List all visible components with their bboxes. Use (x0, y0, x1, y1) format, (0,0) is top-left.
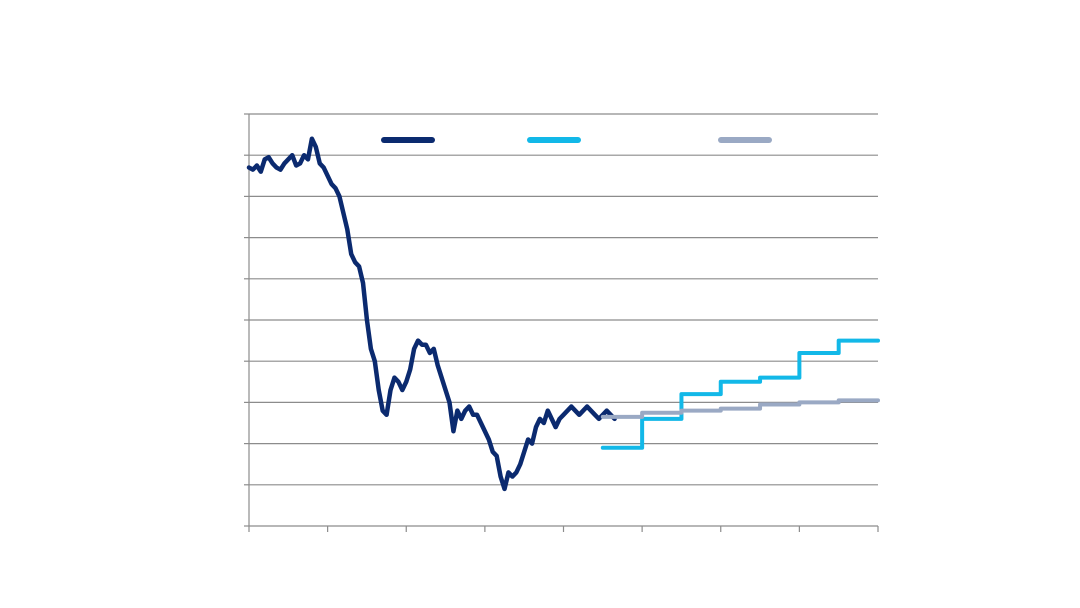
series-line-forecast-low (600, 398, 880, 419)
axes (244, 113, 879, 532)
series-line-forecast-high (600, 338, 880, 450)
series-lines (246, 136, 880, 492)
gridlines (249, 113, 878, 486)
series-line-history (246, 136, 617, 492)
